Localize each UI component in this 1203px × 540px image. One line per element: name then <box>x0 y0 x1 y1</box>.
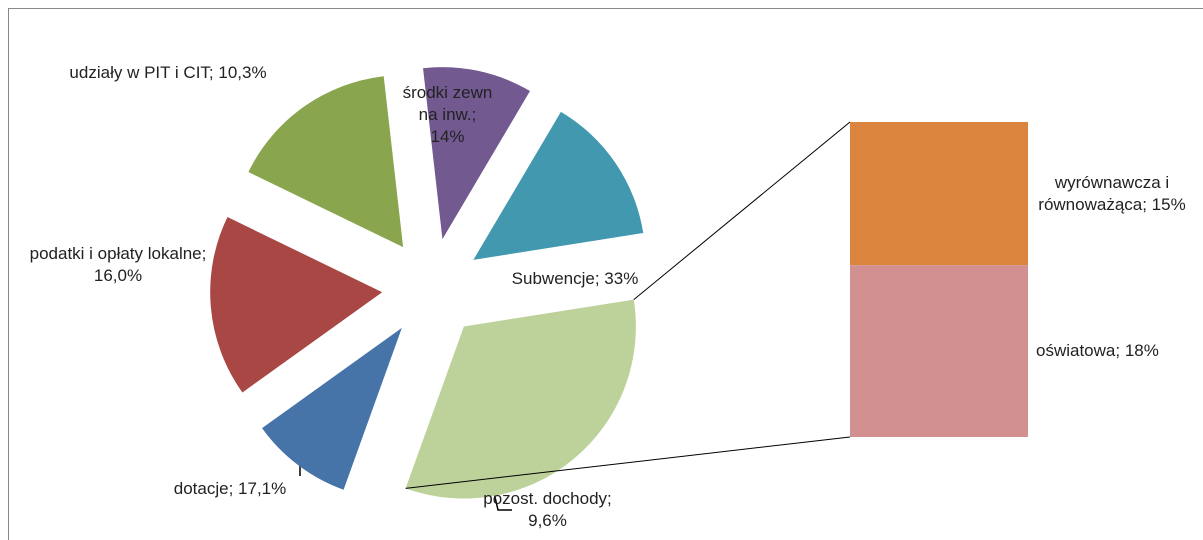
pie-slice <box>405 299 636 499</box>
bar-label: wyrównawcza i równoważąca; 15% <box>1038 172 1186 214</box>
data-label: Subwencje; 33% <box>511 269 639 288</box>
data-label: udziały w PIT i CIT; 10,3% <box>69 63 267 82</box>
pie-slice <box>210 217 383 393</box>
connector-line <box>405 436 851 489</box>
pie-slice <box>248 76 404 248</box>
data-label: pozost. dochody; 9,6% <box>483 489 612 530</box>
bar-label: oświatowa; 18% <box>1036 341 1159 361</box>
bar-segment <box>850 122 1028 266</box>
bar-segment <box>850 265 1028 437</box>
pie-slice <box>473 111 644 260</box>
data-label: podatki i opłaty lokalne; 16,0% <box>29 244 207 285</box>
pie-slice <box>423 67 531 240</box>
frame <box>8 8 1203 540</box>
connector-line <box>633 121 851 301</box>
data-label: dotacje; 17,1% <box>173 479 287 498</box>
pie-slice <box>262 327 402 490</box>
data-label: środki zewn na inw.; 14% <box>402 83 493 146</box>
